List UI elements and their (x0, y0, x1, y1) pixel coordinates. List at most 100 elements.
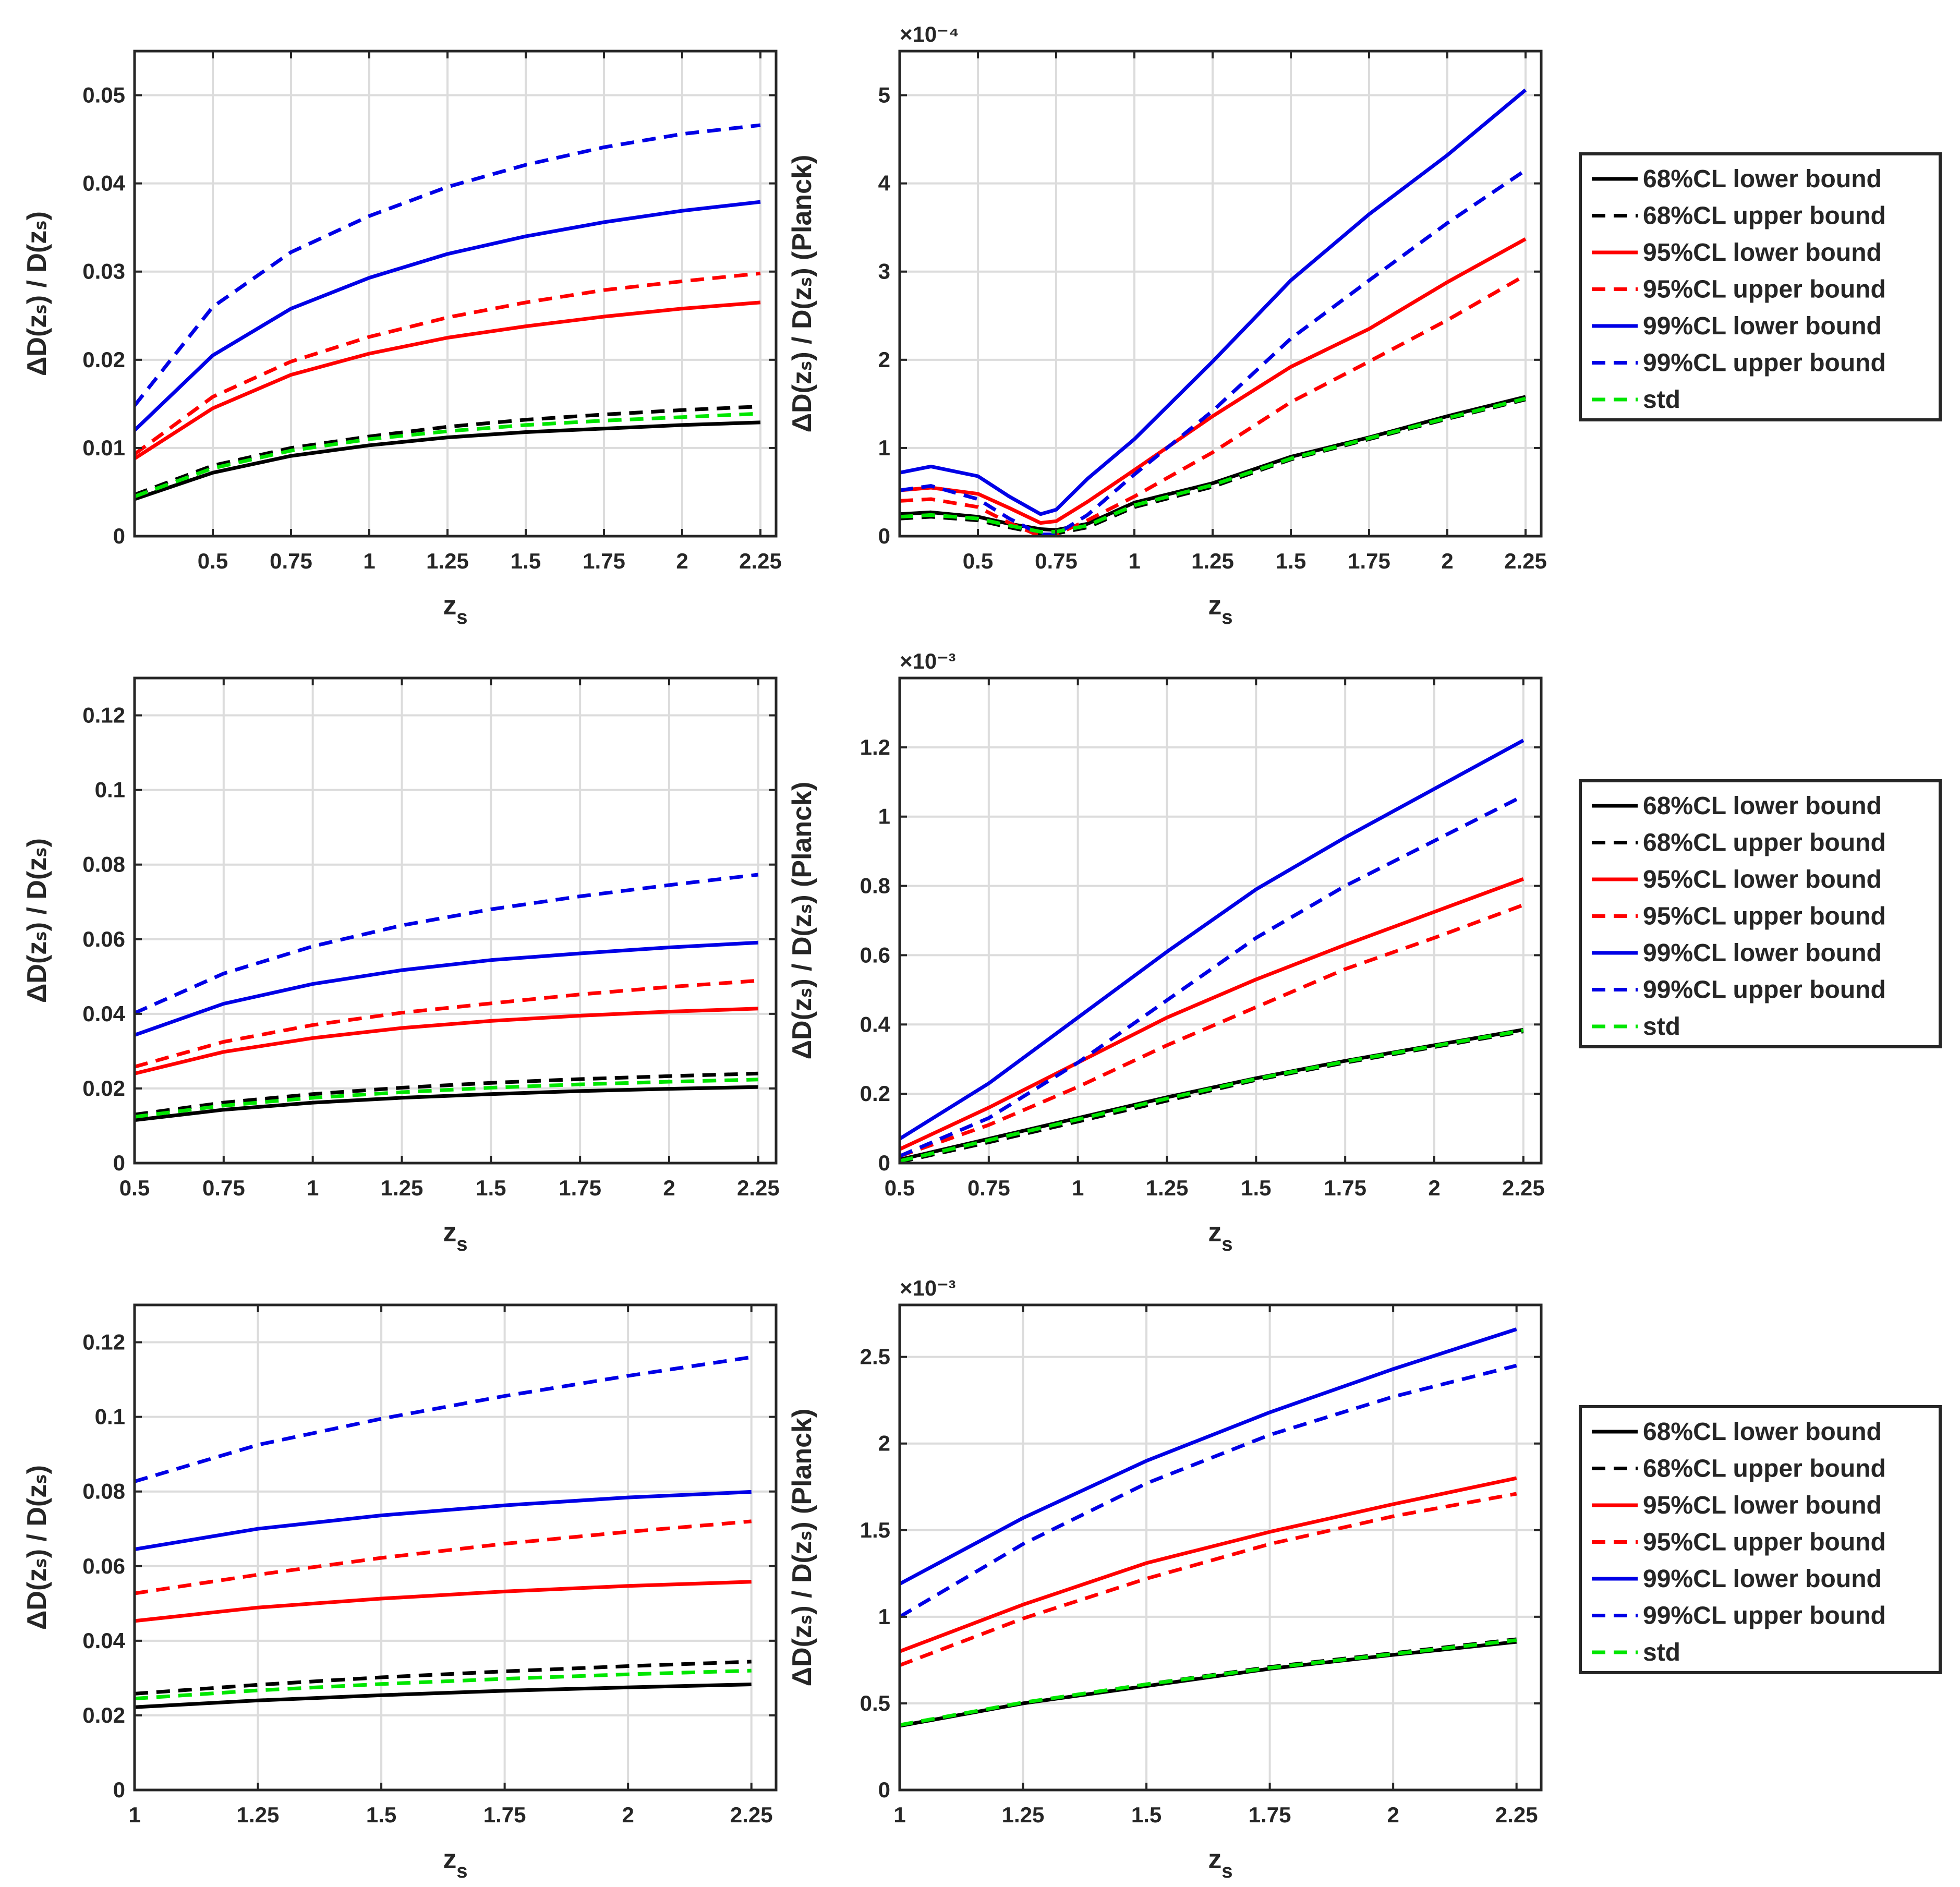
series-line-95-cl-lower-bound (135, 1580, 752, 1623)
axes-box (898, 676, 1543, 1165)
y-tick-label: 0 (113, 1777, 125, 1802)
x-axis-label: zs (443, 590, 467, 628)
x-tick-label: 2 (1428, 1176, 1440, 1200)
series-line-99-cl-upper-bound (900, 168, 1527, 536)
x-tick-label: 1.75 (1324, 1176, 1366, 1200)
y-tick-label: 0.02 (82, 1703, 125, 1727)
x-tick-label: 2.25 (1502, 1176, 1545, 1200)
series-line-68-cl-lower-bound (135, 1085, 758, 1122)
series-line-std (135, 412, 761, 499)
y-tick-label: 1.2 (860, 735, 890, 759)
x-tick-label: 1.5 (476, 1176, 506, 1200)
y-tick-label: 0.12 (82, 703, 125, 728)
y-tick-label: 0.6 (860, 942, 890, 967)
legend-box (1579, 779, 1942, 1048)
legend-label: 99%CL lower bound (1643, 312, 1882, 340)
legend-3: 68%CL lower bound 68%CL upper bound 95%CL … (1579, 1405, 1942, 1674)
x-tick-label: 1 (307, 1176, 319, 1200)
x-tick-label: 0.75 (202, 1176, 245, 1200)
x-tick-label: 2.25 (739, 549, 782, 573)
y-tick-label: 2.5 (860, 1345, 890, 1369)
y-tick-label: 0.12 (82, 1330, 125, 1354)
x-tick-label: 1.25 (1146, 1176, 1189, 1200)
y-axis-label: ΔD(zₛ) / D(zₛ) (22, 838, 52, 1003)
y-exponent-label: ×10⁻³ (900, 649, 955, 673)
y-tick-label: 0 (113, 1151, 125, 1175)
y-exponent-label: ×10⁻⁴ (900, 22, 959, 46)
x-tick-label: 1.25 (1002, 1803, 1045, 1827)
series-line-99-cl-upper-bound (900, 794, 1525, 1158)
x-tick-label: 1.25 (237, 1803, 280, 1827)
x-tick-label: 2 (676, 549, 688, 573)
y-axis-label: ΔD(zₛ) / D(zₛ) (22, 211, 52, 376)
x-tick-label: 0.75 (1035, 549, 1078, 573)
x-tick-label: 2 (1387, 1803, 1399, 1827)
x-tick-label: 0.75 (270, 549, 312, 573)
y-tick-label: 1 (878, 804, 890, 829)
x-tick-label: 0.75 (967, 1176, 1010, 1200)
legend-2: 68%CL lower bound 68%CL upper bound 95%CL … (1579, 779, 1942, 1048)
y-exponent-label: ×10⁻³ (900, 1276, 955, 1300)
series-line-99-cl-lower-bound (135, 940, 758, 1037)
x-tick-label: 1 (1072, 1176, 1084, 1200)
series-line-std (900, 396, 1526, 534)
chart-row2-left: 0.5 0.75 1 1.25 1.5 1.75 2 2.25 0 0.02 0.04 0.06 0.0… (22, 676, 780, 1255)
x-axis-label: zs (1208, 1217, 1232, 1255)
series-line-99-cl-lower-bound (900, 1327, 1517, 1586)
series-line-95-cl-upper-bound (135, 1519, 752, 1595)
series-line-95-cl-lower-bound (135, 300, 761, 461)
x-tick-label: 0.5 (885, 1176, 915, 1200)
y-axis-label: ΔD(zₛ) / D(zₛ) (Planck) (787, 155, 817, 433)
legend-label: 99%CL upper bound (1643, 1602, 1886, 1630)
y-tick-label: 0.04 (82, 171, 125, 196)
x-axis-label-main: z (443, 590, 456, 621)
legend-label: 95%CL upper bound (1643, 276, 1886, 304)
series-group (135, 123, 761, 501)
y-tick-label: 3 (878, 259, 890, 284)
x-tick-label: 1.75 (1348, 549, 1390, 573)
series-line-99-cl-upper-bound (135, 1355, 752, 1483)
x-axis-label-sub: s (1221, 607, 1232, 628)
legend-label: 68%CL upper bound (1643, 1455, 1886, 1483)
series-line-95-cl-lower-bound (135, 1007, 758, 1075)
x-tick-label: 1 (1128, 549, 1140, 573)
y-tick-label: 0.06 (82, 927, 125, 951)
x-tick-label: 1.5 (366, 1803, 396, 1827)
series-line-std (135, 1078, 758, 1119)
y-tick-label: 0.03 (82, 259, 125, 284)
y-tick-label: 0.4 (860, 1012, 891, 1036)
series-line-99-cl-lower-bound (900, 739, 1525, 1141)
x-tick-label: 1.5 (1276, 549, 1306, 573)
series-line-68-cl-lower-bound (135, 1683, 752, 1709)
series-line-68-cl-lower-bound (135, 420, 761, 501)
x-axis-label-sub: s (456, 1860, 467, 1882)
y-tick-label: 2 (878, 1431, 890, 1456)
x-tick-label: 1.25 (381, 1176, 424, 1200)
x-tick-label: 1.25 (1191, 549, 1234, 573)
x-tick-label: 1 (893, 1803, 905, 1827)
y-tick-label: 0.06 (82, 1554, 125, 1578)
x-tick-label: 1.5 (511, 549, 541, 573)
x-tick-label: 0.5 (119, 1176, 150, 1200)
legend-label: 95%CL lower bound (1643, 866, 1882, 893)
x-tick-label: 1.75 (483, 1803, 526, 1827)
axes-box (898, 50, 1543, 538)
legend-label: std (1643, 386, 1680, 414)
y-tick-label: 0.2 (860, 1081, 890, 1106)
x-axis-label-sub: s (456, 1233, 467, 1255)
y-tick-label: 1 (878, 436, 890, 460)
x-axis-label: zs (443, 1217, 467, 1255)
y-tick-label: 0.8 (860, 874, 890, 898)
axes-box (898, 1303, 1543, 1792)
x-axis-label: zs (1208, 1844, 1232, 1882)
y-axis-label: ΔD(zₛ) / D(zₛ) (Planck) (787, 782, 817, 1060)
series-line-99-cl-upper-bound (135, 873, 759, 1015)
y-tick-label: 0 (878, 1777, 890, 1802)
y-tick-label: 0.1 (95, 778, 125, 802)
series-line-95-cl-upper-bound (900, 1492, 1517, 1667)
x-tick-label: 2.25 (1495, 1803, 1538, 1827)
y-tick-label: 0.02 (82, 1076, 125, 1100)
x-tick-label: 1.75 (1249, 1803, 1291, 1827)
x-tick-label: 1 (128, 1803, 140, 1827)
